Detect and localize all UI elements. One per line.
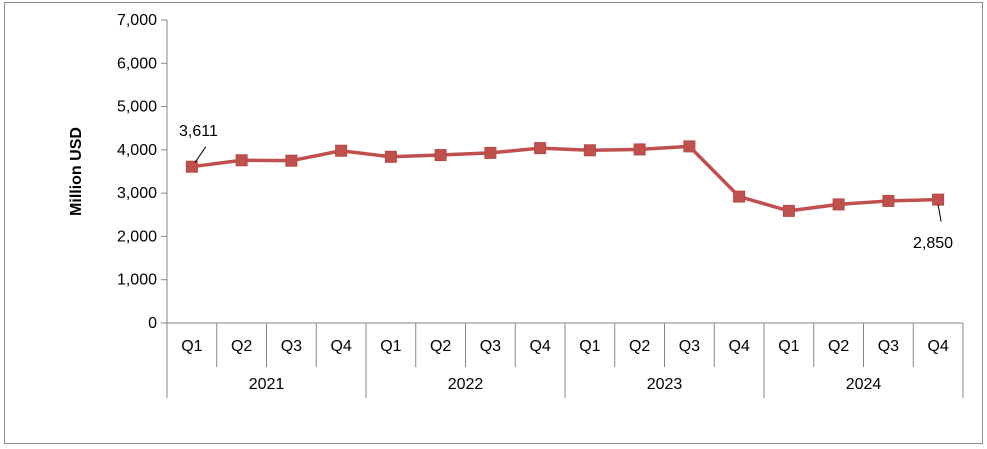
y-tick-label: 3,000 <box>117 185 157 202</box>
quarter-label: Q1 <box>579 338 600 355</box>
data-point <box>335 144 348 157</box>
quarter-label: Q4 <box>728 338 749 355</box>
year-label: 2022 <box>448 376 484 393</box>
data-point <box>235 154 248 167</box>
data-point <box>633 143 646 156</box>
y-tick-label: 0 <box>148 315 157 332</box>
leader-line <box>937 204 942 222</box>
quarter-label: Q3 <box>878 338 899 355</box>
quarter-label: Q3 <box>679 338 700 355</box>
series <box>185 140 945 217</box>
quarter-label: Q1 <box>181 338 202 355</box>
data-point <box>583 144 596 157</box>
y-tick-label: 1,000 <box>117 272 157 289</box>
quarter-label: Q3 <box>480 338 501 355</box>
data-point <box>882 194 895 207</box>
series-line <box>191 144 939 213</box>
year-label: 2024 <box>846 376 882 393</box>
data-point <box>185 160 198 173</box>
quarter-label: Q2 <box>629 338 650 355</box>
quarter-label: Q1 <box>778 338 799 355</box>
data-point <box>285 154 298 167</box>
y-axis-title: Million USD <box>68 127 85 216</box>
quarter-label: Q4 <box>330 338 351 355</box>
leader-line <box>194 146 207 163</box>
y-tick-label: 7,000 <box>117 12 157 29</box>
data-label: 3,611 <box>179 123 218 140</box>
quarter-label: Q4 <box>927 338 948 355</box>
year-label: 2021 <box>249 376 285 393</box>
y-axis: 0 1,000 2,000 3,000 4,000 5,000 6,000 7,000 <box>117 12 168 332</box>
data-point <box>733 190 746 203</box>
data-point <box>484 146 497 159</box>
data-point <box>384 150 397 163</box>
data-point <box>782 204 795 217</box>
quarter-label: Q2 <box>828 338 849 355</box>
y-tick-label: 6,000 <box>117 55 157 72</box>
data-point <box>434 149 447 162</box>
year-label: 2023 <box>647 376 683 393</box>
data-point <box>932 193 945 206</box>
chart-frame: 0 1,000 2,000 3,000 4,000 5,000 6,000 7,000 Q1 Q… <box>4 2 983 444</box>
data-label: 2,850 <box>913 235 953 252</box>
data-point <box>683 140 696 153</box>
data-point <box>534 142 547 155</box>
y-tick-label: 4,000 <box>117 142 157 159</box>
y-tick-label: 2,000 <box>117 228 157 245</box>
quarter-label: Q2 <box>430 338 451 355</box>
quarter-label: Q3 <box>281 338 302 355</box>
annotations: 3,611 2,850 <box>179 123 953 252</box>
y-tick-label: 5,000 <box>117 99 157 116</box>
quarter-label: Q1 <box>380 338 401 355</box>
data-point <box>832 198 845 211</box>
quarter-label: Q4 <box>529 338 550 355</box>
quarter-label: Q2 <box>231 338 252 355</box>
x-axis: Q1 Q2 Q3 Q4 Q1 Q2 Q3 Q4 Q1 Q2 Q3 Q4 Q1 Q2 Q3 Q4 2021 2022… <box>166 322 964 398</box>
